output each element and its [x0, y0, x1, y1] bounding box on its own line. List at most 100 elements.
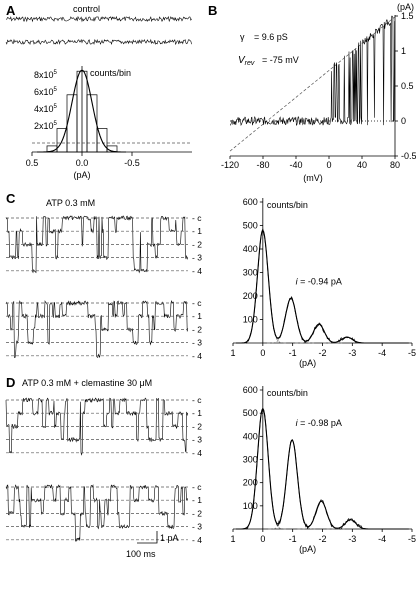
- panel-c-hist-xtick-1: 0: [260, 348, 265, 358]
- panel-d-level-1-4: - 4: [192, 535, 202, 545]
- panel-c-hist-x-unit: (pA): [299, 358, 316, 368]
- panel-c-letter: C: [6, 191, 16, 206]
- panel-d-hist-xtick-0: 1: [230, 534, 235, 544]
- panel-a-y-unit: counts/bin: [90, 68, 131, 78]
- panel-c-hist-component-2: [295, 323, 343, 344]
- panel-b-vrev-value: = -75 mV: [262, 55, 299, 65]
- panel-d-title: ATP 0.3 mM + clemastine 30 μM: [22, 378, 152, 388]
- panel-a-trace-0: [5, 15, 192, 23]
- panel-d-hist-ytick-5: 100: [243, 501, 258, 511]
- panel-a-ytick-2: 4x105: [34, 104, 58, 114]
- panel-c-level-0-3: - 3: [192, 253, 202, 263]
- scale-bar: 1 pA 100 ms: [126, 531, 179, 559]
- panel-c-level-1-4: - 4: [192, 351, 202, 361]
- panel-c-hist-xtick-2: -1: [289, 348, 297, 358]
- panel-b-ytick-4: -0.5: [401, 151, 416, 161]
- panel-d-level-0-4: - 4: [192, 448, 202, 458]
- panel-d-level-1-1: - 1: [192, 495, 202, 505]
- panel-a-title: control: [73, 4, 100, 14]
- panel-b-letter: B: [208, 3, 217, 18]
- panel-a-xtick-1: 0.0: [76, 158, 89, 168]
- panel-d-level-1-2: - 2: [192, 508, 202, 518]
- panel-c-hist-ytick-1: 500: [243, 221, 258, 231]
- panel-c-hist-annotation: i = -0.94 pA: [296, 276, 342, 286]
- panel-b-gamma-value: = 9.6 pS: [254, 32, 288, 42]
- panel-d-hist-ytick-3: 300: [243, 455, 258, 465]
- panel-d-level-0-1: - 1: [192, 408, 202, 418]
- panel-d-hist-ytick-2: 400: [243, 431, 258, 441]
- panel-c-level-labels: - c - 1 - 2 - 3 - 4 - c - 1 - 2 - 3 - 4: [6, 213, 202, 361]
- scale-bar-lines: [137, 531, 158, 544]
- panel-b-x-ticks: -120 -80 -40 0 40 80: [221, 156, 400, 170]
- panel-b-x-unit: (mV): [303, 173, 323, 183]
- panel-d-hist-ytick-0: 600: [243, 385, 258, 395]
- panel-b-xtick-2: -40: [289, 160, 302, 170]
- panel-d-level-0-2: - 2: [192, 421, 202, 431]
- panel-d-hist-xtick-3: -2: [318, 534, 326, 544]
- panel-b-iv-plot: -120 -80 -40 0 40 80 1.5 1 0.5 0 -0.5 (mV) (pA) γ…: [221, 2, 416, 183]
- panel-a-letter: A: [6, 3, 16, 18]
- panel-d-level-1-3: - 3: [192, 522, 202, 532]
- panel-d-hist-xtick-1: 0: [260, 534, 265, 544]
- panel-d-hist-ytick-1: 500: [243, 408, 258, 418]
- panel-c-title: ATP 0.3 mM: [46, 198, 95, 208]
- panel-d-hist-xtick-5: -4: [378, 534, 386, 544]
- panel-c-hist-xtick-3: -2: [318, 348, 326, 358]
- panel-c-level-1-3: - 3: [192, 338, 202, 348]
- panel-c-histogram: 600 500 400 300 200 100 1 0 -1 -2 -3 -4 -5 (pA) counts…: [230, 197, 416, 368]
- panel-c-hist-component-3: [323, 336, 371, 344]
- panel-c-hist-xtick-5: -4: [378, 348, 386, 358]
- panel-c-hist-ytick-2: 400: [243, 244, 258, 254]
- panel-d-hist-xtick-6: -5: [408, 534, 416, 544]
- panel-c-level-0-1: - 1: [192, 226, 202, 236]
- panel-b-y-ticks: 1.5 1 0.5 0 -0.5: [395, 11, 416, 161]
- panel-a-xtick-0: 0.5: [26, 158, 39, 168]
- panel-d-hist-ytick-4: 200: [243, 478, 258, 488]
- panel-b-ytick-3: 0: [401, 116, 406, 126]
- panel-c-hist-component-1: [267, 298, 315, 344]
- panel-c-hist-xtick-4: -3: [348, 348, 356, 358]
- panel-b-ramp-trace: [229, 15, 395, 127]
- panel-d-hist-y-unit: counts/bin: [267, 388, 308, 398]
- panel-c-hist-ytick-0: 600: [243, 197, 258, 207]
- panel-b-ytick-2: 0.5: [401, 81, 414, 91]
- panel-a-ytick-3: 2x105: [34, 121, 58, 131]
- panel-b-y-unit: (pA): [397, 2, 414, 12]
- panel-d-level-0-3: - 3: [192, 435, 202, 445]
- panel-a-trace-1: [5, 38, 192, 46]
- panel-b-xtick-5: 80: [390, 160, 400, 170]
- panel-d-level-1-0: - c: [192, 482, 202, 492]
- panel-b-gamma-sym: γ: [240, 32, 245, 42]
- panel-a-histogram: counts/bin 8x105 6x105 4x105 2x105 0.5 0…: [26, 66, 192, 180]
- panel-a-gaussian-fit: [37, 69, 126, 153]
- panel-c-hist-fit: [236, 229, 409, 344]
- panel-c-level-0-4: - 4: [192, 266, 202, 276]
- panel-d-hist-component-2: [297, 500, 345, 530]
- panel-b-xtick-4: 40: [357, 160, 367, 170]
- panel-c-hist-ytick-3: 300: [243, 268, 258, 278]
- panel-b-ytick-0: 1.5: [401, 11, 414, 21]
- panel-b-linear-fit: [229, 16, 396, 152]
- panel-d-hist-x-unit: (pA): [299, 544, 316, 554]
- panel-c-hist-xtick-0: 1: [230, 348, 235, 358]
- panel-b-xtick-0: -120: [221, 160, 239, 170]
- scale-bar-x-label: 100 ms: [126, 549, 156, 559]
- panel-c-level-1-2: - 2: [192, 324, 202, 334]
- panel-c-level-1-0: - c: [192, 298, 202, 308]
- scale-bar-y-label: 1 pA: [160, 533, 179, 543]
- panel-c-level-0-2: - 2: [192, 239, 202, 249]
- panel-d-hist-xtick-2: -1: [289, 534, 297, 544]
- panel-a-ytick-0: 8x105: [34, 70, 58, 80]
- panel-d-traces: [5, 397, 189, 542]
- panel-a-ytick-1: 6x105: [34, 87, 58, 97]
- panel-c-traces: [5, 215, 189, 358]
- panel-d-level-0-0: - c: [192, 395, 202, 405]
- panel-c-level-1-1: - 1: [192, 311, 202, 321]
- panel-c-level-0-0: - c: [192, 213, 202, 223]
- panel-b-vrev-label: Vrev: [238, 55, 255, 67]
- panel-c-hist-y-unit: counts/bin: [267, 200, 308, 210]
- panel-c-hist-ytick-5: 100: [243, 315, 258, 325]
- panel-a-xtick-2: -0.5: [124, 158, 140, 168]
- panel-d-hist-data: [236, 409, 409, 530]
- panel-b-xtick-3: 0: [326, 160, 331, 170]
